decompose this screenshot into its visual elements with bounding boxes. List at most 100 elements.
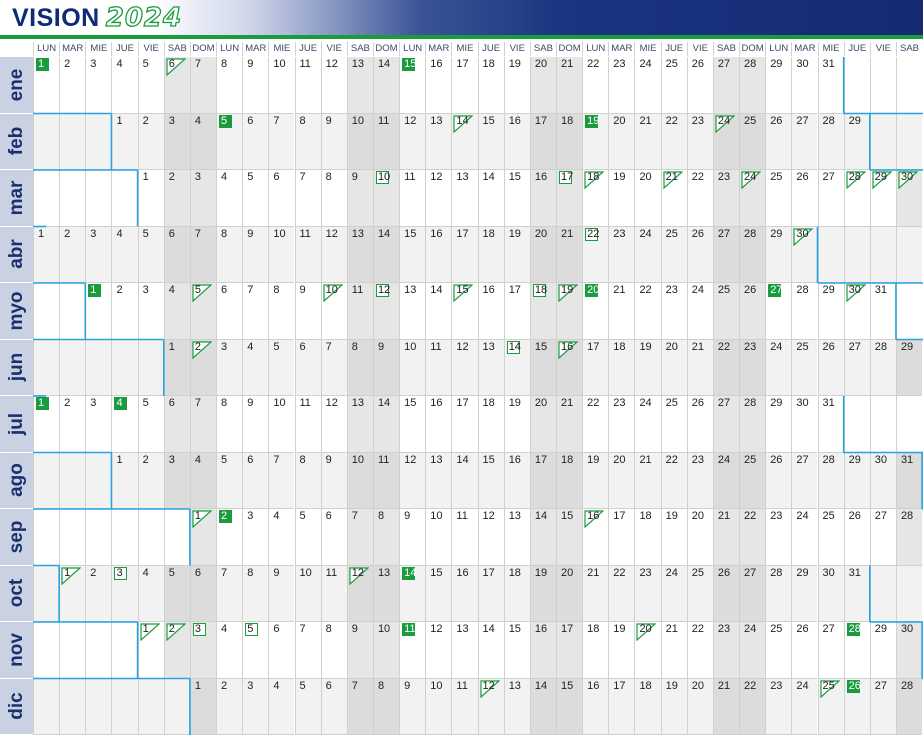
day-cell[interactable]: 14: [372, 226, 400, 283]
day-cell[interactable]: 20: [686, 678, 713, 735]
day-cell[interactable]: 30: [791, 57, 818, 114]
day-cell[interactable]: 25: [765, 170, 792, 227]
day-cell[interactable]: 6: [242, 113, 269, 170]
day-cell[interactable]: 21: [556, 57, 583, 114]
day-cell[interactable]: 7: [320, 339, 347, 396]
day-cell[interactable]: 19: [503, 226, 530, 283]
day-cell[interactable]: 15: [503, 170, 530, 227]
day-cell[interactable]: 23: [712, 170, 740, 227]
day-cell[interactable]: 21: [556, 226, 583, 283]
day-cell[interactable]: 15: [451, 283, 478, 340]
day-cell[interactable]: 8: [216, 57, 243, 114]
day-cell[interactable]: 2: [59, 57, 86, 114]
day-cell[interactable]: 11: [425, 339, 452, 396]
day-cell[interactable]: 27: [712, 396, 740, 453]
day-cell[interactable]: 8: [242, 565, 269, 622]
day-cell[interactable]: 25: [739, 113, 766, 170]
day-cell[interactable]: 15: [556, 678, 583, 735]
day-cell[interactable]: 8: [216, 396, 243, 453]
day-cell[interactable]: 3: [85, 226, 112, 283]
day-cell[interactable]: 19: [556, 283, 583, 340]
day-cell[interactable]: 17: [529, 113, 556, 170]
day-cell[interactable]: 25: [660, 57, 687, 114]
day-cell[interactable]: 21: [660, 622, 687, 679]
day-cell[interactable]: 24: [791, 678, 818, 735]
day-cell[interactable]: 23: [608, 226, 635, 283]
day-cell[interactable]: 14: [372, 396, 400, 453]
day-cell[interactable]: 5: [294, 678, 321, 735]
day-cell[interactable]: 19: [529, 565, 556, 622]
day-cell[interactable]: 19: [660, 678, 687, 735]
day-cell[interactable]: 10: [346, 452, 373, 509]
day-cell[interactable]: 8: [320, 622, 347, 679]
day-cell[interactable]: 21: [608, 283, 635, 340]
day-cell[interactable]: 26: [712, 565, 740, 622]
day-cell[interactable]: 16: [529, 170, 556, 227]
day-cell[interactable]: 6: [189, 565, 217, 622]
day-cell[interactable]: 27: [791, 452, 818, 509]
day-cell[interactable]: 24: [791, 509, 818, 566]
day-cell[interactable]: 30: [895, 170, 923, 227]
day-cell[interactable]: 2: [216, 509, 243, 566]
day-cell[interactable]: 27: [869, 509, 896, 566]
day-cell[interactable]: 27: [817, 622, 844, 679]
day-cell[interactable]: 23: [712, 622, 740, 679]
day-cell[interactable]: 14: [399, 565, 426, 622]
day-cell[interactable]: 16: [477, 283, 504, 340]
day-cell[interactable]: 11: [451, 678, 478, 735]
day-cell[interactable]: 24: [739, 170, 766, 227]
day-cell[interactable]: 25: [712, 283, 740, 340]
day-cell[interactable]: 10: [372, 170, 400, 227]
day-cell[interactable]: 28: [791, 283, 818, 340]
day-cell[interactable]: 2: [59, 226, 86, 283]
day-cell[interactable]: 10: [268, 226, 295, 283]
day-cell[interactable]: 20: [556, 565, 583, 622]
day-cell[interactable]: 19: [608, 622, 635, 679]
day-cell[interactable]: 14: [477, 622, 504, 679]
day-cell[interactable]: 18: [556, 113, 583, 170]
day-cell[interactable]: 2: [111, 283, 138, 340]
day-cell[interactable]: 24: [634, 57, 661, 114]
day-cell[interactable]: 9: [294, 283, 321, 340]
day-cell[interactable]: 13: [477, 339, 504, 396]
day-cell[interactable]: 8: [346, 339, 373, 396]
day-cell[interactable]: 10: [425, 509, 452, 566]
day-cell[interactable]: 15: [556, 509, 583, 566]
day-cell[interactable]: 13: [451, 170, 478, 227]
day-cell[interactable]: 3: [85, 396, 112, 453]
day-cell[interactable]: 29: [843, 113, 870, 170]
day-cell[interactable]: 26: [739, 283, 766, 340]
day-cell[interactable]: 6: [163, 226, 190, 283]
day-cell[interactable]: 2: [216, 678, 243, 735]
day-cell[interactable]: 1: [111, 452, 138, 509]
day-cell[interactable]: 26: [686, 226, 713, 283]
day-cell[interactable]: 14: [425, 283, 452, 340]
day-cell[interactable]: 7: [189, 57, 217, 114]
day-cell[interactable]: 31: [869, 283, 896, 340]
day-cell[interactable]: 25: [765, 622, 792, 679]
day-cell[interactable]: 12: [399, 113, 426, 170]
day-cell[interactable]: 11: [346, 283, 373, 340]
day-cell[interactable]: 29: [765, 57, 792, 114]
day-cell[interactable]: 9: [242, 396, 269, 453]
day-cell[interactable]: 16: [582, 678, 609, 735]
day-cell[interactable]: 3: [189, 622, 217, 679]
day-cell[interactable]: 5: [137, 226, 164, 283]
day-cell[interactable]: 21: [634, 452, 661, 509]
day-cell[interactable]: 27: [843, 339, 870, 396]
day-cell[interactable]: 16: [425, 396, 452, 453]
day-cell[interactable]: 21: [556, 396, 583, 453]
day-cell[interactable]: 10: [399, 339, 426, 396]
day-cell[interactable]: 23: [608, 396, 635, 453]
day-cell[interactable]: 29: [869, 170, 896, 227]
day-cell[interactable]: 24: [660, 565, 687, 622]
day-cell[interactable]: 29: [817, 283, 844, 340]
day-cell[interactable]: 27: [739, 565, 766, 622]
day-cell[interactable]: 1: [59, 565, 86, 622]
day-cell[interactable]: 12: [477, 509, 504, 566]
day-cell[interactable]: 16: [529, 622, 556, 679]
day-cell[interactable]: 20: [608, 113, 635, 170]
day-cell[interactable]: 13: [346, 226, 373, 283]
day-cell[interactable]: 25: [817, 509, 844, 566]
day-cell[interactable]: 27: [817, 170, 844, 227]
